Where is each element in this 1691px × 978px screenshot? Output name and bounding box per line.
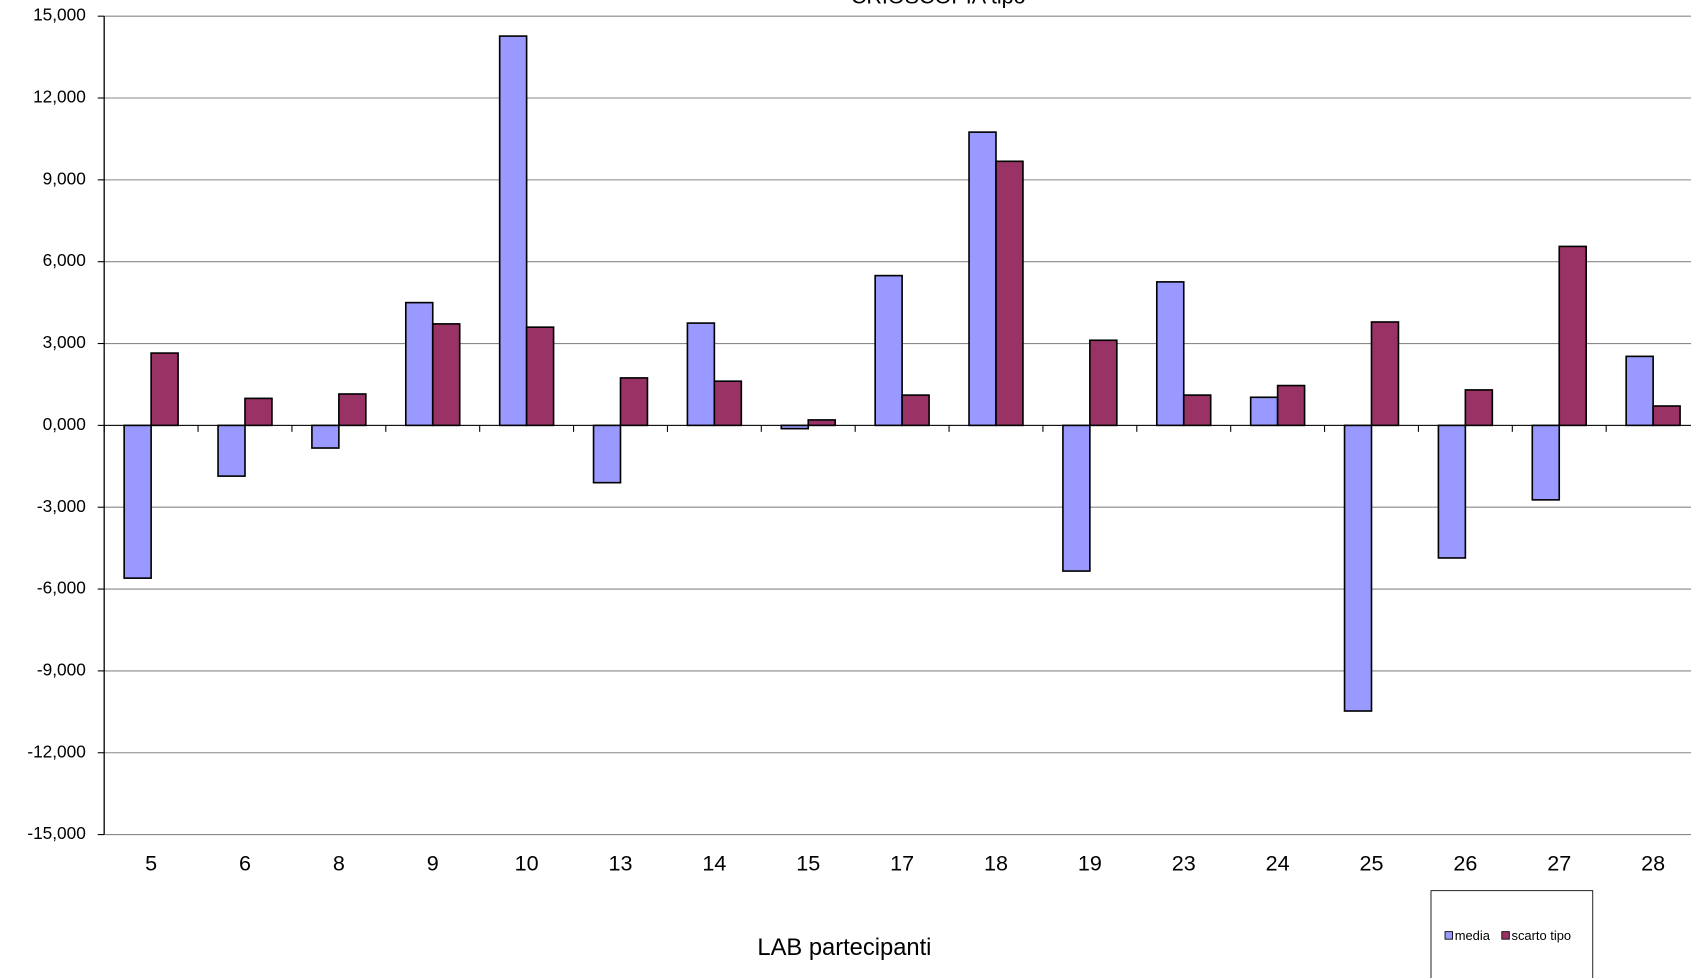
bar [150, 352, 179, 427]
bar [1652, 405, 1681, 427]
x-tick-label: 24 [1266, 850, 1290, 875]
x-axis-label: LAB partecipanti [757, 935, 931, 961]
bar [1276, 384, 1306, 427]
bar [338, 393, 367, 427]
y-tick-label: 12,000 [33, 87, 86, 107]
legend-swatch [1444, 931, 1454, 940]
y-tick-label: -12,000 [27, 741, 86, 761]
x-tick-label: 10 [515, 850, 539, 875]
bar [217, 424, 246, 477]
legend [1430, 890, 1594, 978]
bar [874, 274, 903, 427]
bar [995, 160, 1024, 427]
bar [619, 377, 649, 427]
x-tick-label: 28 [1641, 850, 1665, 875]
bar [968, 131, 997, 427]
bar [244, 397, 273, 427]
bar [1370, 321, 1400, 427]
y-tick-label: -15,000 [27, 823, 86, 843]
y-tick-label: 9,000 [43, 168, 86, 188]
y-tick-label: 3,000 [43, 332, 86, 352]
y-tick-label: -3,000 [37, 496, 86, 516]
bar [498, 35, 528, 427]
bar [1558, 245, 1588, 427]
bar [404, 301, 434, 427]
x-tick-label: 5 [145, 850, 157, 875]
x-tick-label: 25 [1360, 850, 1384, 875]
legend-swatch [1501, 931, 1510, 940]
x-tick-label: 9 [427, 850, 439, 875]
bar [592, 424, 622, 484]
bar [1089, 339, 1118, 427]
x-tick-label: 19 [1078, 850, 1102, 875]
bar [1155, 281, 1185, 427]
bar [1437, 424, 1467, 559]
legend-label: scarto tipo [1511, 928, 1571, 943]
bar [123, 424, 152, 579]
legend-label: media [1455, 928, 1491, 943]
bar [431, 323, 461, 427]
x-tick-label: 15 [796, 850, 820, 875]
x-tick-label: 23 [1172, 850, 1196, 875]
y-tick-label: 15,000 [33, 5, 86, 25]
y-tick-label: -6,000 [37, 578, 86, 598]
bar [311, 424, 340, 449]
bar [686, 322, 716, 427]
bar [901, 394, 930, 427]
bar [807, 419, 837, 427]
bar [780, 424, 810, 430]
bar [1182, 394, 1212, 427]
bar [525, 326, 555, 427]
chart-title: CRIOSCOPIA tipo [851, 0, 1026, 9]
bar [1464, 389, 1494, 427]
y-tick-label: 6,000 [43, 250, 86, 270]
x-tick-label: 6 [239, 850, 251, 875]
bar [1249, 396, 1279, 427]
x-tick-label: 8 [333, 850, 345, 875]
x-tick-label: 13 [609, 850, 633, 875]
x-tick-label: 14 [702, 850, 726, 875]
bar [1531, 424, 1561, 501]
bar [713, 380, 743, 427]
bar [1625, 355, 1654, 427]
x-tick-label: 26 [1453, 850, 1477, 875]
x-tick-label: 17 [890, 850, 914, 875]
y-tick-label: -9,000 [37, 659, 86, 679]
bar [1343, 424, 1373, 712]
x-tick-label: 18 [984, 850, 1008, 875]
bar [1062, 424, 1091, 572]
y-tick-label: 0,000 [43, 414, 86, 434]
x-tick-label: 27 [1547, 850, 1571, 875]
